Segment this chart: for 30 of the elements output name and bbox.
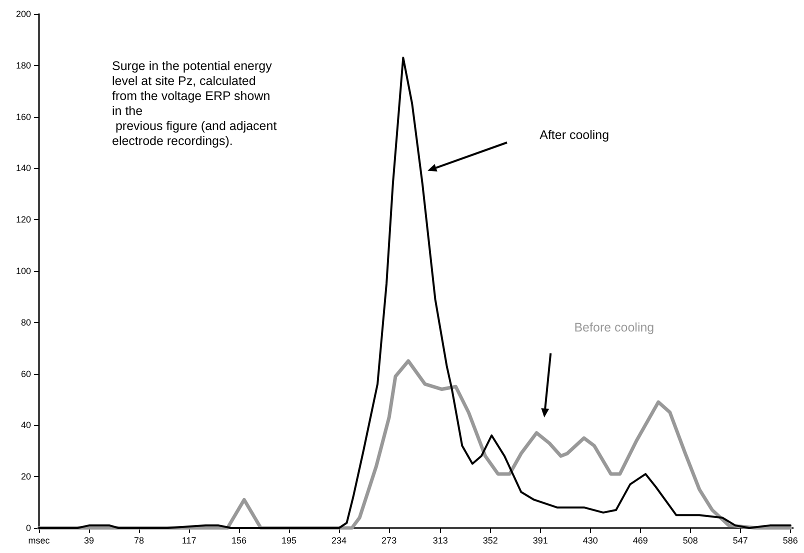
y-tick-label: 120 xyxy=(16,214,31,225)
y-tick-label: 40 xyxy=(20,420,31,430)
x-tick-label: 156 xyxy=(232,536,247,546)
y-tick-label: 0 xyxy=(26,523,31,533)
x-tick-label: 469 xyxy=(632,536,648,546)
y-tick-label: 20 xyxy=(20,472,31,482)
annotation: Surge in the potential energy level at site Pz, calculated from the voltage ERP shown in the previous figure (and adjacent electrode recordings). xyxy=(112,59,278,148)
y-tick-label: 60 xyxy=(20,368,31,379)
x-tick-label: 391 xyxy=(532,536,548,546)
y-tick-label: 80 xyxy=(20,317,31,328)
x-tick-label: 508 xyxy=(682,536,698,546)
x-tick-label: 313 xyxy=(432,536,448,546)
x-tick-label: 117 xyxy=(182,536,196,546)
y-tick-label: 180 xyxy=(16,60,31,70)
text: Before cooling xyxy=(574,320,654,335)
x-tick-label: 430 xyxy=(582,536,598,546)
y-tick-label: 100 xyxy=(16,266,31,276)
x-tick-label: msec xyxy=(28,536,50,546)
y-tick-label: 140 xyxy=(16,163,31,174)
x-tick-label: 273 xyxy=(382,536,397,546)
x-tick-label: 195 xyxy=(282,536,297,546)
x-tick-label: 39 xyxy=(84,536,94,546)
x-tick-label: 234 xyxy=(332,536,347,546)
x-tick-label: 352 xyxy=(482,536,498,546)
x-tick-label: 78 xyxy=(134,536,144,546)
y-tick-label: 160 xyxy=(16,112,31,122)
x-tick-label: 547 xyxy=(732,536,748,546)
x-tick-label: 586 xyxy=(782,536,798,546)
text: After cooling xyxy=(540,128,610,142)
y-tick-label: 200 xyxy=(16,9,31,19)
